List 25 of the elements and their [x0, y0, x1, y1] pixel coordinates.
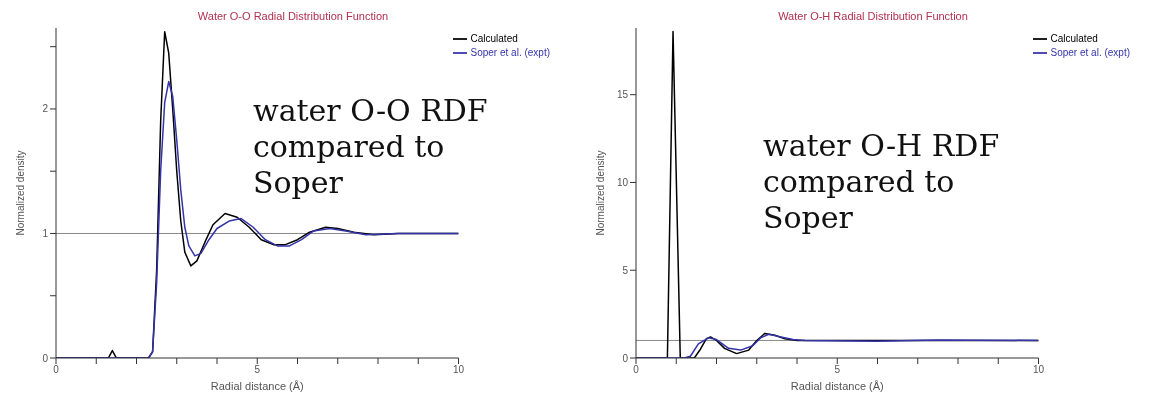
y-tick-label: 10 [616, 177, 629, 189]
legend-label: Soper et al. (expt) [1050, 46, 1130, 58]
chart-title: Water O-O Radial Distribution Function [196, 10, 390, 22]
y-axis-title: Normalized density [594, 150, 606, 236]
legend-label: Calculated [1050, 32, 1098, 44]
x-tick-label: 0 [53, 364, 60, 376]
annotation: water O-O RDF compared to Soper [253, 93, 489, 201]
y-tick-label: 5 [622, 264, 629, 276]
x-tick-label: 5 [254, 364, 261, 376]
y-tick-label: 0 [42, 352, 49, 364]
y-axis-title: Normalized density [14, 150, 26, 236]
y-tick-label: 1 [42, 228, 49, 240]
x-tick-label: 10 [452, 364, 465, 376]
y-tick-label: 2 [42, 103, 49, 115]
y-tick-label: 15 [616, 89, 629, 101]
annotation: water O-H RDF compared to Soper [763, 128, 1001, 236]
x-tick-label: 10 [1032, 364, 1045, 376]
x-axis-title: Radial distance (Å) [210, 380, 304, 392]
legend-label: Soper et al. (expt) [470, 46, 550, 58]
x-axis-title: Radial distance (Å) [790, 380, 884, 392]
x-tick-label: 0 [633, 364, 640, 376]
chart-title: Water O-H Radial Distribution Function [777, 10, 969, 22]
x-tick-label: 5 [834, 364, 841, 376]
legend-label: Calculated [470, 32, 518, 44]
y-tick-label: 0 [622, 352, 629, 364]
